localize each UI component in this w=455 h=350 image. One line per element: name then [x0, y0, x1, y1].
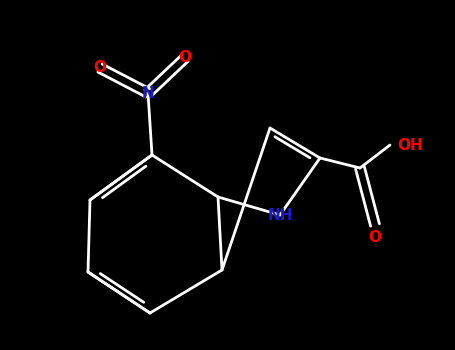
Text: O: O — [369, 230, 381, 245]
Text: N: N — [142, 85, 154, 100]
Text: OH: OH — [397, 138, 423, 153]
Text: O: O — [178, 50, 192, 65]
Text: NH: NH — [267, 208, 293, 223]
Text: O: O — [93, 61, 106, 76]
